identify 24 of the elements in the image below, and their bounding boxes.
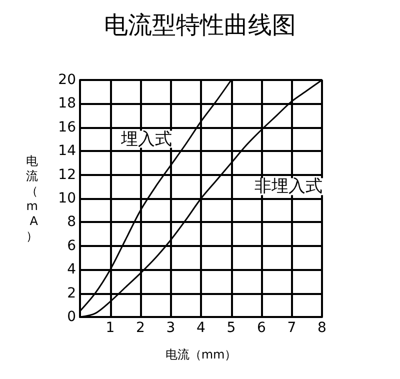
series-label: 非埋入式 [254,176,323,197]
y-tick-label: 8 [67,214,76,230]
y-tick-label: 0 [67,309,76,325]
x-tick-label: 8 [318,320,326,336]
y-tick-label: 14 [58,143,76,160]
x-tick-label: 6 [257,320,266,336]
y-tick-label: 10 [58,190,76,206]
x-tick-label: 7 [287,320,296,336]
x-tick-label: 1 [106,320,115,336]
y-axis-title: 电流（mA） [26,154,39,243]
x-tick-label: 4 [196,320,206,336]
chart-title: 电流型特性曲线图 [104,11,296,39]
y-tick-label: 20 [58,72,76,88]
series-label: 埋入式 [120,129,172,150]
y-tick-label: 2 [67,285,76,302]
y-tick-label: 18 [58,96,76,112]
y-tick-label: 4 [67,262,76,278]
y-tick-label: 6 [67,238,76,254]
x-tick-label: 5 [226,320,236,336]
x-axis-title: 电流（mm） [165,348,237,362]
y-tick-label: 12 [58,166,76,183]
y-tick-label: 16 [58,119,76,136]
x-tick-label: 2 [136,320,145,336]
x-tick-label: 3 [166,320,176,336]
